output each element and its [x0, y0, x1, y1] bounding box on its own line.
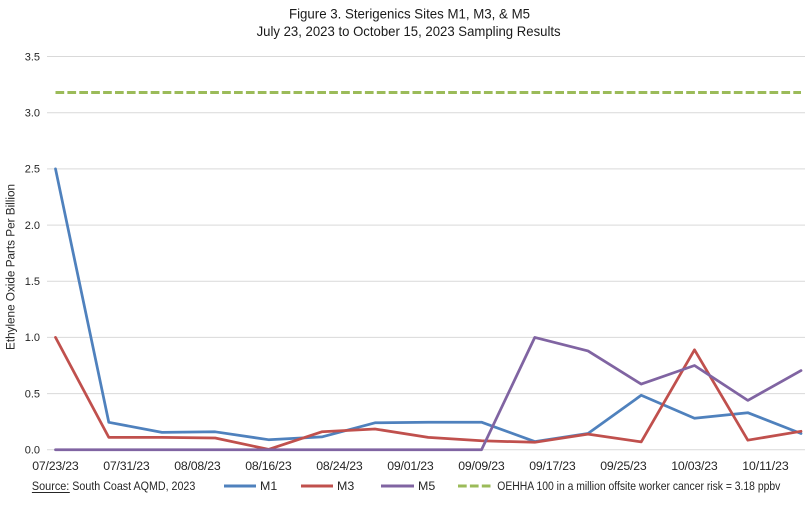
svg-text:July 23, 2023 to October 15, 2: July 23, 2023 to October 15, 2023 Sampli… [257, 23, 561, 39]
svg-text:08/16/23: 08/16/23 [245, 459, 292, 473]
svg-text:2.5: 2.5 [25, 164, 40, 176]
svg-text:0.0: 0.0 [25, 445, 40, 457]
svg-text:1.5: 1.5 [25, 276, 40, 288]
svg-text:0.5: 0.5 [25, 388, 40, 400]
svg-text:10/11/23: 10/11/23 [742, 459, 789, 473]
svg-text:09/17/23: 09/17/23 [529, 459, 576, 473]
svg-text:09/09/23: 09/09/23 [458, 459, 505, 473]
svg-text:Figure 3. Sterigenics Sites M1: Figure 3. Sterigenics Sites M1, M3, & M5 [289, 6, 530, 22]
svg-text:08/24/23: 08/24/23 [316, 459, 363, 473]
svg-text:South Coast AQMD, 2023: South Coast AQMD, 2023 [72, 479, 195, 493]
svg-text:M1: M1 [260, 479, 277, 493]
svg-text:OEHHA 100 in a million offsite: OEHHA 100 in a million offsite worker ca… [497, 479, 781, 493]
svg-text:M5: M5 [418, 479, 435, 493]
svg-text:07/23/23: 07/23/23 [32, 459, 79, 473]
svg-text:3.0: 3.0 [25, 108, 40, 120]
svg-text:09/01/23: 09/01/23 [387, 459, 434, 473]
svg-text:2.0: 2.0 [25, 220, 40, 232]
svg-text:M3: M3 [337, 479, 354, 493]
svg-text:3.5: 3.5 [25, 51, 40, 63]
svg-text:08/08/23: 08/08/23 [174, 459, 221, 473]
svg-text:09/25/23: 09/25/23 [600, 459, 647, 473]
svg-text:Source:: Source: [32, 479, 69, 493]
svg-text:07/31/23: 07/31/23 [103, 459, 150, 473]
svg-text:1.0: 1.0 [25, 332, 40, 344]
svg-text:Ethylene Oxide Parts Per Billi: Ethylene Oxide Parts Per Billion [3, 184, 17, 350]
svg-text:10/03/23: 10/03/23 [671, 459, 718, 473]
